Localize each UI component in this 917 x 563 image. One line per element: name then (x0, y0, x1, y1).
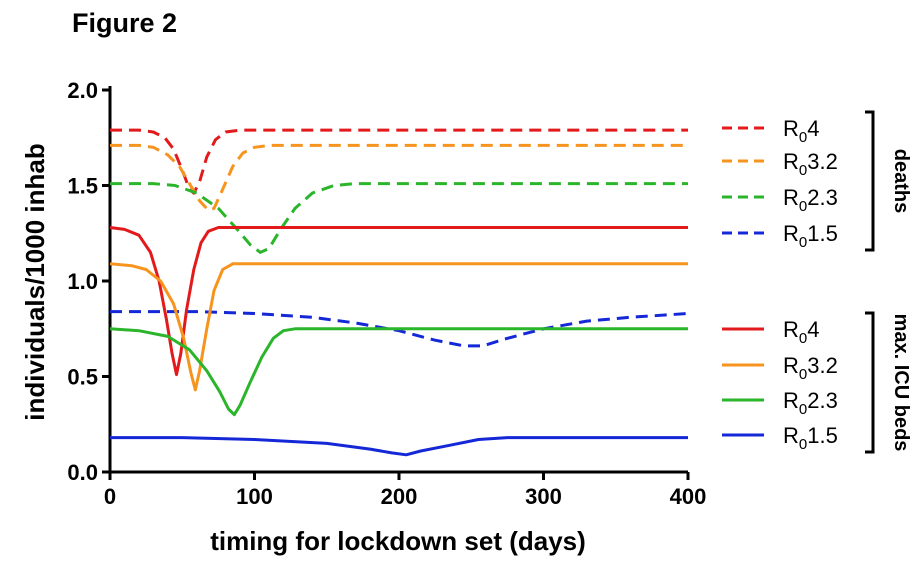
legend: R04R03.2R02.3R01.5R04R03.2R02.3R01.5deat… (722, 110, 912, 454)
legend-label: R03.2 (783, 149, 838, 179)
legend-group-bracket (865, 110, 875, 252)
x-tick-label: 300 (525, 484, 562, 509)
x-tick-label: 0 (104, 484, 116, 509)
legend-label: R02.3 (783, 185, 838, 215)
legend-label: R01.5 (783, 423, 838, 453)
x-tick-label: 400 (670, 484, 707, 509)
legend-label: R04 (783, 116, 819, 146)
y-tick-label: 0.0 (67, 460, 98, 485)
series-line (109, 226, 688, 377)
series-line (110, 436, 688, 457)
axes: 0.0 0.5 1.0 1.5 2.0 0 100 200 300 400 (67, 78, 706, 509)
y-tick-label: 2.0 (67, 78, 98, 103)
legend-label: R03.2 (783, 353, 838, 383)
legend-group-bracket (865, 311, 875, 454)
series-layer (109, 128, 689, 457)
legend-label: R02.3 (783, 388, 838, 418)
legend-group-label: deaths (890, 149, 912, 213)
y-axis-title: individuals/1000 inhab (20, 143, 50, 420)
x-axis-title: timing for lockdown set (days) (210, 526, 586, 556)
series-line (110, 143, 688, 212)
series-line (110, 310, 689, 348)
figure-label: Figure 2 (72, 8, 178, 38)
legend-group-label: max. ICU beds (890, 314, 912, 452)
y-tick-label: 1.5 (67, 174, 98, 199)
series-line (110, 182, 688, 254)
x-tick-label: 100 (236, 484, 273, 509)
y-tick-label: 0.5 (67, 365, 98, 390)
legend-label: R01.5 (783, 221, 838, 251)
series-line (109, 327, 688, 417)
x-tick-label: 200 (381, 484, 418, 509)
y-tick-label: 1.0 (67, 269, 98, 294)
series-line (109, 262, 688, 392)
legend-label: R04 (783, 317, 819, 347)
